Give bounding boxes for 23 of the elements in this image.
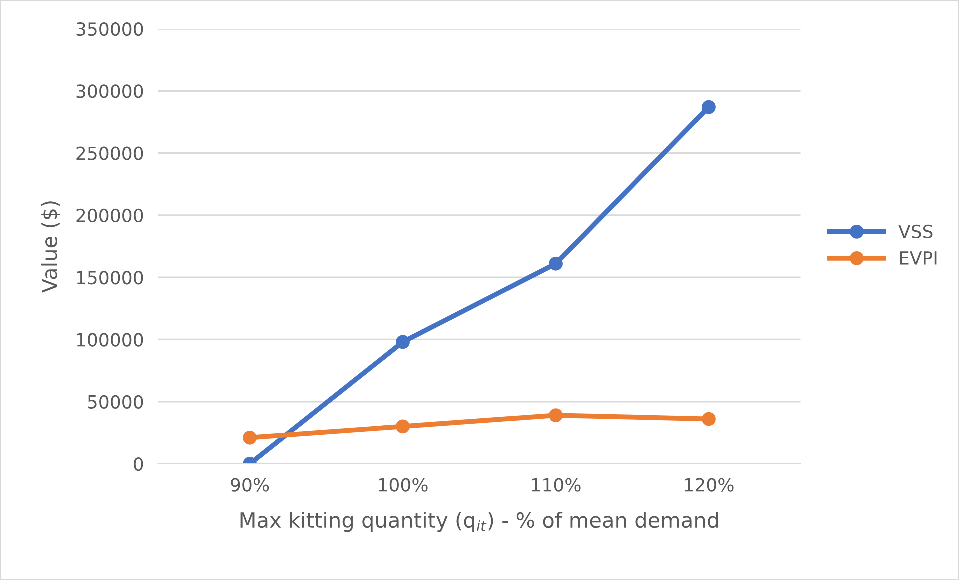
y-tick-label: 350000 xyxy=(76,22,144,36)
point xyxy=(396,420,410,434)
legend-label: EVPI xyxy=(900,252,937,265)
y-tick-label: 250000 xyxy=(76,146,144,160)
y-tick-label: 150000 xyxy=(77,271,144,285)
x-tick-label: 90% xyxy=(231,478,270,492)
legend-label: VSS xyxy=(898,224,933,238)
y-tick-label: 200000 xyxy=(76,208,144,223)
point xyxy=(549,256,563,271)
point xyxy=(702,100,716,114)
point xyxy=(702,412,716,426)
point xyxy=(396,335,410,350)
x-tick-label: 100% xyxy=(379,478,428,492)
y-tick-label: 100000 xyxy=(77,333,144,347)
point xyxy=(243,430,257,445)
y-tick-label: 300000 xyxy=(76,84,144,98)
y-tick-label: 0 xyxy=(134,457,144,472)
x-tick-label: 120% xyxy=(685,478,734,492)
y-tick-label: 50000 xyxy=(88,395,144,409)
x-axis-title: Max kitting quantity (q$_{it}$) - % of mean demand xyxy=(240,512,718,532)
y-axis-title: Value ($) xyxy=(41,202,60,294)
x-tick-label: 110% xyxy=(532,478,581,492)
point xyxy=(549,408,563,422)
